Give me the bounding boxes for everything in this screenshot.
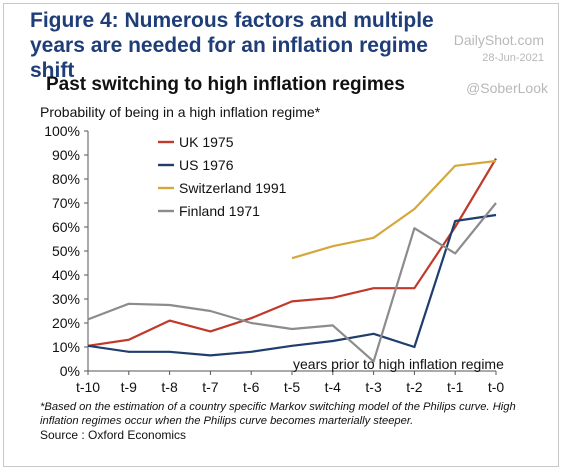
series-line-us-1976 xyxy=(87,213,497,357)
x-tick-label: t-1 xyxy=(447,379,464,395)
series-line-finland-1971 xyxy=(87,202,497,363)
x-tick-label: t-3 xyxy=(365,379,382,395)
y-tick-label: 70% xyxy=(52,195,80,211)
chart-axes: 0% 10% 20% 30% 40% 50% 60% 70% 80% 90% 100% t-10 t-9… xyxy=(44,123,504,395)
legend-label: UK 1975 xyxy=(179,134,234,150)
x-tick-label: t-5 xyxy=(284,379,301,395)
y-tick-label: 100% xyxy=(44,123,80,139)
source-note: Source : Oxford Economics xyxy=(40,428,187,442)
series-line-uk-1975 xyxy=(87,158,497,347)
y-tick-label: 80% xyxy=(52,171,80,187)
x-tick-label: t-0 xyxy=(488,379,505,395)
chart-annotation: years prior to high inflation regime xyxy=(293,356,504,372)
y-tick-label: 50% xyxy=(52,243,80,259)
y-tick-label: 20% xyxy=(52,315,80,331)
footnote: *Based on the estimation of a country sp… xyxy=(40,401,516,427)
x-tick-label: t-9 xyxy=(121,379,138,395)
y-tick-label: 30% xyxy=(52,291,80,307)
figure-title: Figure 4: Numerous factors and multiple … xyxy=(30,9,434,82)
y-tick-label: 10% xyxy=(52,339,80,355)
y-tick-label: 60% xyxy=(52,219,80,235)
legend-label: US 1976 xyxy=(179,157,234,173)
chart-title: Past switching to high inflation regimes xyxy=(46,74,405,95)
legend-label: Switzerland 1991 xyxy=(179,180,287,196)
x-tick-label: t-10 xyxy=(76,379,100,395)
x-tick-label: t-7 xyxy=(202,379,219,395)
figure-frame xyxy=(3,3,559,467)
x-tick-label: t-4 xyxy=(325,379,342,395)
x-tick-label: t-8 xyxy=(161,379,178,395)
watermark-handle: @SoberLook xyxy=(466,80,548,96)
watermark-site: DailyShot.com xyxy=(453,32,544,48)
y-axis-caption: Probability of being in a high inflation… xyxy=(40,104,321,120)
y-tick-label: 40% xyxy=(52,267,80,283)
series-line-switzerland-1991 xyxy=(291,159,497,260)
x-tick-label: t-6 xyxy=(243,379,260,395)
legend-label: Finland 1971 xyxy=(179,203,260,219)
chart-series-lines xyxy=(87,158,497,363)
watermark-date: 28-Jun-2021 xyxy=(482,52,544,64)
y-tick-label: 90% xyxy=(52,147,80,163)
chart-legend: UK 1975 US 1976 Switzerland 1991 Finland 19… xyxy=(158,134,287,219)
x-tick-label: t-2 xyxy=(406,379,423,395)
y-tick-label: 0% xyxy=(60,363,80,379)
